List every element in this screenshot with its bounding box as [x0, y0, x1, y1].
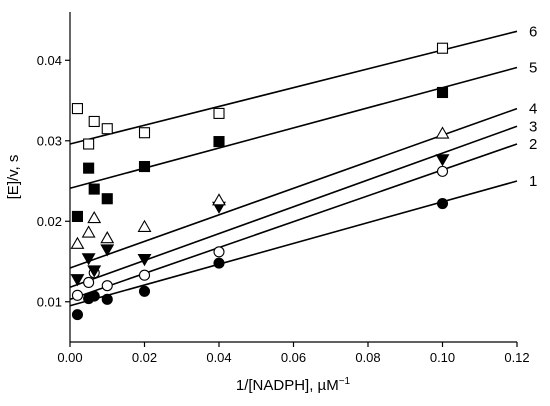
data-point-series-2: [436, 165, 449, 177]
data-point-series-6: [138, 127, 151, 139]
data-point-series-4: [81, 225, 96, 238]
data-point-series-2: [101, 280, 113, 292]
y-tick-label: 0.03: [37, 133, 62, 148]
x-axis-title-exponent: −1: [339, 376, 351, 387]
x-axis-title-main: 1/[NADPH], µM: [236, 377, 339, 394]
data-point-series-5: [138, 160, 151, 173]
data-point-series-4: [100, 231, 115, 244]
data-point-series-3: [435, 154, 450, 167]
data-point-series-3: [81, 253, 96, 266]
markers: [70, 42, 450, 321]
data-point-series-1: [213, 257, 225, 269]
fit-line-label-4: 4: [529, 101, 537, 118]
y-axis-title: [E]/v, s: [5, 155, 22, 200]
data-point-series-6: [83, 138, 95, 150]
data-point-series-3: [100, 244, 115, 257]
x-tick-label: 0.04: [206, 350, 231, 365]
x-axis-title: 1/[NADPH], µM−1: [236, 376, 351, 394]
data-point-series-5: [213, 136, 225, 148]
y-tick-label: 0.01: [37, 294, 62, 309]
data-point-series-5: [88, 183, 100, 195]
x-tick-label: 0.02: [132, 350, 157, 365]
data-point-series-2: [213, 246, 225, 258]
data-point-series-6: [101, 123, 113, 135]
data-point-series-6: [213, 107, 225, 119]
data-point-series-2: [138, 269, 151, 281]
x-tick-label: 0.06: [281, 350, 306, 365]
data-point-series-1: [138, 285, 151, 297]
data-point-series-5: [436, 86, 449, 99]
x-ticks: 0.00 0.02 0.04 0.06 0.08 0.10 0.12: [57, 342, 530, 365]
data-point-series-6: [71, 103, 83, 115]
y-ticks: 0.01 0.02 0.03 0.04: [37, 53, 70, 309]
fit-line-2: [69, 143, 518, 301]
y-tick-label: 0.02: [37, 214, 62, 229]
data-point-series-1: [88, 290, 100, 302]
data-point-series-1: [436, 198, 449, 210]
data-point-series-5: [83, 162, 95, 174]
data-point-series-6: [88, 115, 100, 128]
x-tick-label: 0.10: [430, 350, 455, 365]
fit-line-label-5: 5: [529, 60, 537, 77]
fit-line-label-3: 3: [529, 118, 537, 135]
plot-area: 0.00 0.02 0.04 0.06 0.08 0.10 0.12 0.010.020.0…: [37, 12, 537, 365]
data-point-series-5: [101, 193, 113, 205]
data-point-series-4: [212, 193, 226, 206]
x-tick-label: 0.12: [504, 350, 529, 365]
data-point-series-2: [71, 289, 83, 301]
data-point-series-4: [70, 236, 85, 249]
data-point-series-5: [71, 210, 83, 222]
fit-line-label-6: 6: [529, 23, 537, 40]
data-point-series-3: [137, 254, 152, 267]
data-point-series-3: [87, 265, 102, 278]
data-point-series-2: [83, 276, 95, 288]
data-point-series-1: [71, 309, 83, 321]
data-point-series-1: [101, 293, 113, 305]
data-point-series-3: [70, 274, 85, 287]
y-tick-label: 0.04: [37, 53, 62, 68]
data-point-series-6: [436, 42, 449, 54]
data-point-series-4: [137, 219, 152, 232]
line-labels: 1 234 5 6: [529, 23, 537, 190]
fit-lines: [69, 30, 518, 307]
fit-line-label-1: 1: [529, 173, 537, 190]
data-point-series-4: [87, 210, 102, 224]
fit-line-label-2: 2: [529, 136, 537, 153]
x-tick-label: 0.08: [355, 350, 380, 365]
data-point-series-4: [435, 126, 450, 139]
x-tick-label: 0.00: [57, 350, 82, 365]
fit-line-3: [69, 125, 518, 289]
